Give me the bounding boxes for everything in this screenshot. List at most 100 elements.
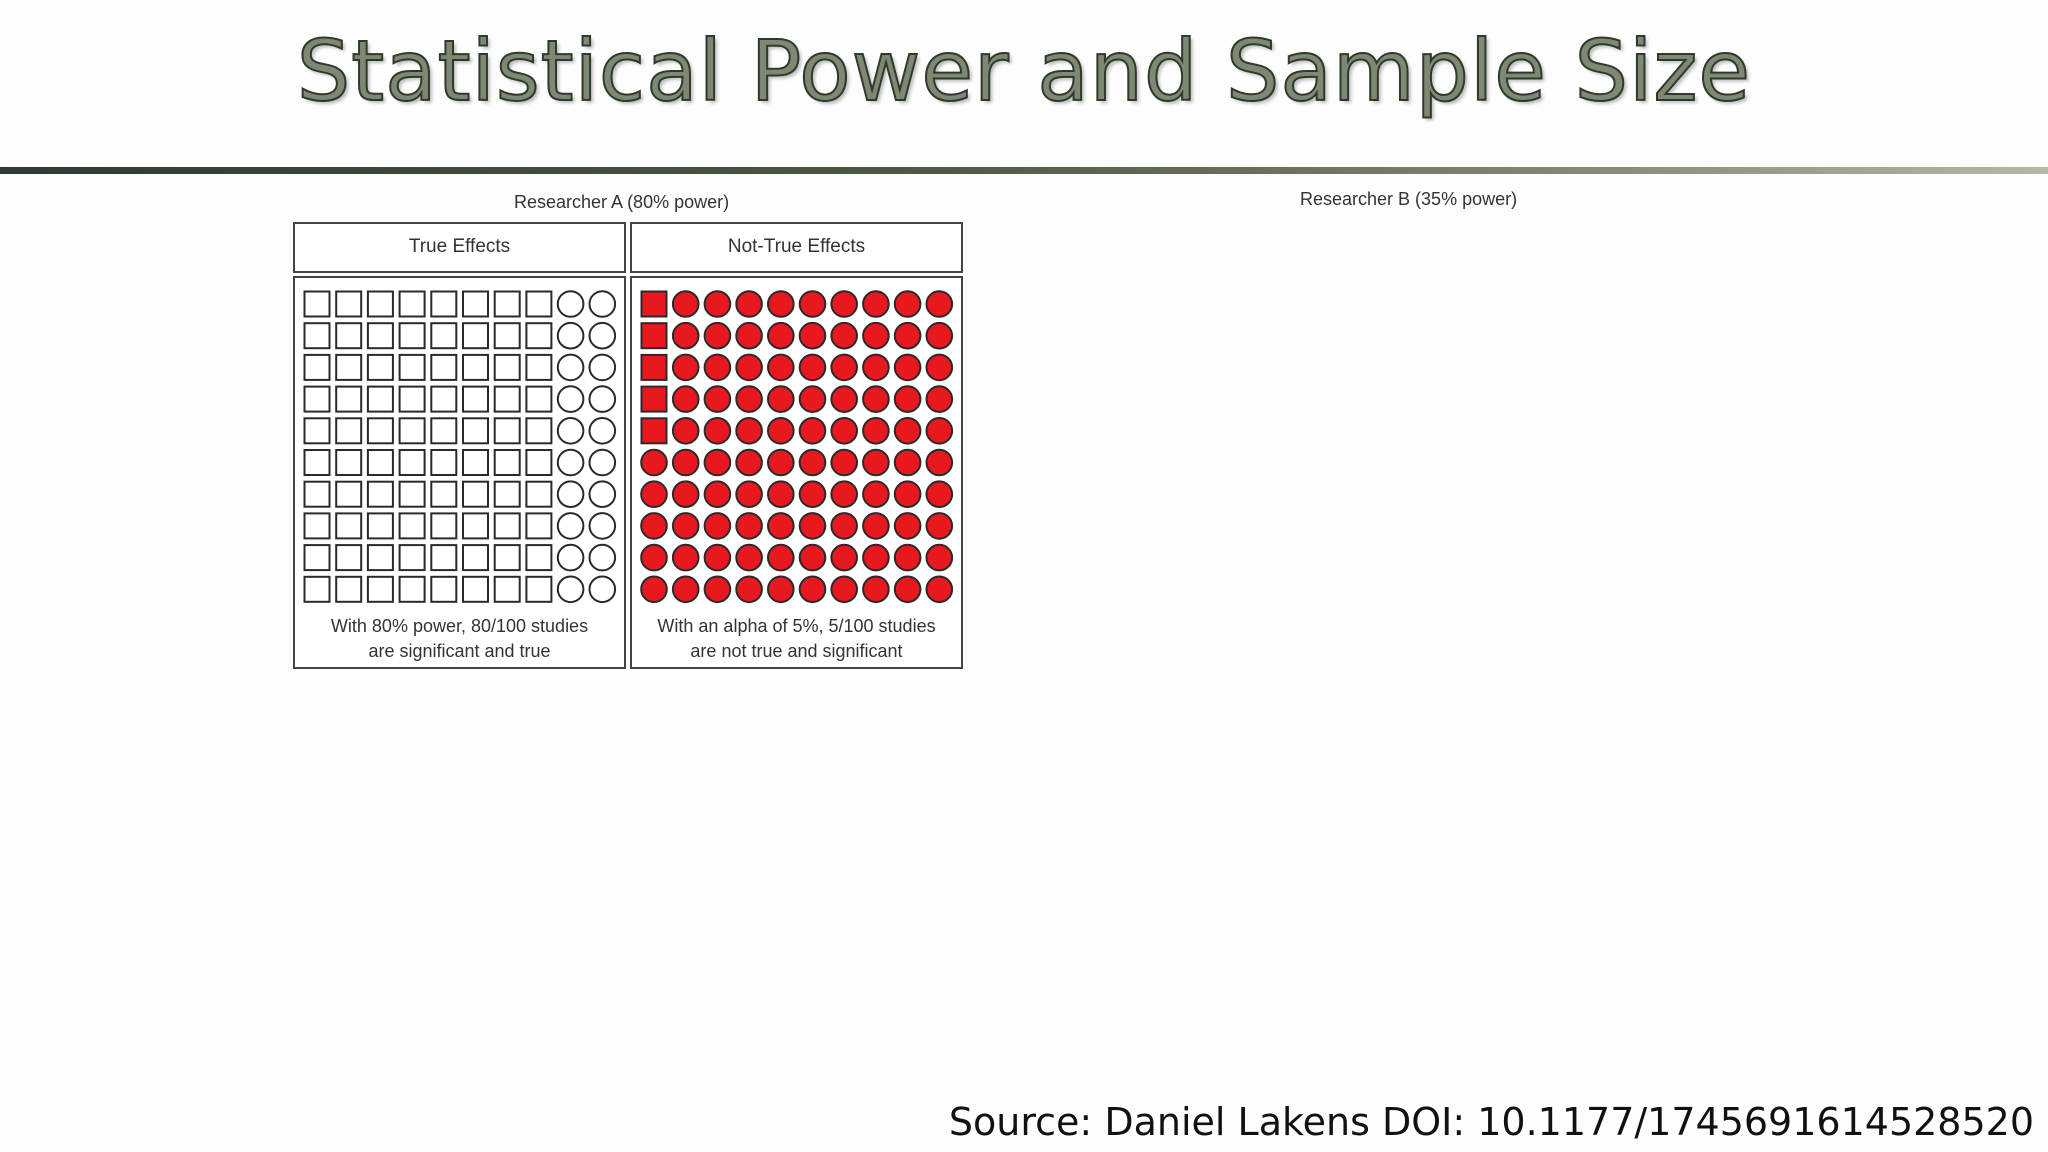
not-true-effect-circle-nonsignificant [798,543,827,572]
true-effect-square-significant [493,449,521,476]
true-effect-square-significant [303,512,331,540]
not-true-effect-circle-nonsignificant [798,575,827,604]
not-true-effect-circle-nonsignificant [735,448,763,477]
not-true-effect-circle-nonsignificant [767,448,795,477]
true-effect-circle-nonsignificant [556,448,585,477]
not-true-effect-circle-nonsignificant [893,480,922,508]
true-effect-circle-nonsignificant [588,512,617,540]
not-true-effect-circle-nonsignificant [798,417,827,445]
true-effect-circle-nonsignificant [556,480,585,508]
not-true-effect-circle-nonsignificant [640,575,668,604]
true-effect-square-significant [366,575,394,603]
true-effect-square-significant [430,322,458,350]
true-effect-square-significant [462,417,489,445]
not-true-effect-circle-nonsignificant [798,385,827,413]
true-effect-circle-nonsignificant [588,417,617,445]
not-true-effect-circle-nonsignificant [862,512,890,540]
true-effect-square-significant [366,385,394,413]
true-effect-circle-nonsignificant [556,353,585,382]
true-effect-circle-nonsignificant [556,417,585,445]
not-true-effect-circle-nonsignificant [671,353,700,382]
not-true-effect-circle-nonsignificant [703,290,732,318]
true-effect-square-significant [462,353,489,381]
not-true-effect-circle-nonsignificant [767,543,795,572]
true-effect-square-significant [493,322,521,350]
not-true-effect-circle-nonsignificant [767,512,795,540]
not-true-effect-circle-nonsignificant [767,480,795,508]
not-true-effect-circle-nonsignificant [735,385,763,413]
true-effect-square-significant [303,575,331,603]
true-effect-square-significant [430,385,458,413]
true-effect-square-significant [366,544,394,572]
not-true-effect-circle-nonsignificant [735,543,763,572]
true-effect-circle-nonsignificant [556,290,585,318]
not-true-effect-circle-nonsignificant [862,321,890,350]
true-effect-square-significant [366,417,394,445]
not-true-effect-circle-nonsignificant [703,353,732,382]
not-true-effect-circle-nonsignificant [893,512,922,540]
true-effect-square-significant [493,290,521,318]
source-citation: Source: Daniel Lakens DOI: 10.1177/17456… [948,1100,2034,1144]
not-true-effect-circle-nonsignificant [798,448,827,477]
true-effect-square-significant [462,449,489,476]
not-true-effect-circle-nonsignificant [703,512,732,540]
not-true-effect-circle-nonsignificant [640,543,668,572]
not-true-effect-circle-nonsignificant [862,417,890,445]
not-true-effect-circle-nonsignificant [671,321,700,350]
not-true-effect-circle-nonsignificant [830,575,858,604]
true-effect-square-significant [493,544,521,572]
true-effect-square-significant [525,480,553,508]
not-true-effects-panel: With an alpha of 5%, 5/100 studies are n… [630,276,963,669]
not-true-effect-circle-nonsignificant [830,385,858,413]
not-true-effect-square-significant [640,353,668,381]
not-true-effect-circle-nonsignificant [893,353,922,382]
not-true-effect-circle-nonsignificant [671,290,700,318]
not-true-effect-circle-nonsignificant [767,575,795,604]
true-effect-square-significant [303,322,331,350]
true-effect-square-significant [398,353,426,381]
true-effect-square-significant [462,290,489,318]
not-true-effect-circle-nonsignificant [640,448,668,477]
true-effect-square-significant [366,480,394,508]
not-true-effect-circle-nonsignificant [925,290,954,318]
not-true-effects-grid [640,290,954,604]
true-effect-circle-nonsignificant [556,575,585,604]
not-true-effect-circle-nonsignificant [798,321,827,350]
not-true-effect-circle-nonsignificant [767,353,795,382]
true-effect-square-significant [462,385,489,413]
not-true-effects-note-line-2: are not true and significant [690,641,903,661]
true-effect-square-significant [398,417,426,445]
true-effect-circle-nonsignificant [588,543,617,572]
not-true-effect-circle-nonsignificant [862,353,890,382]
not-true-effect-circle-nonsignificant [862,290,890,318]
not-true-effect-circle-nonsignificant [830,480,858,508]
not-true-effect-circle-nonsignificant [767,385,795,413]
not-true-effect-circle-nonsignificant [893,290,922,318]
not-true-effect-circle-nonsignificant [703,575,732,604]
not-true-effect-circle-nonsignificant [671,417,700,445]
true-effect-square-significant [462,322,489,350]
true-effect-square-significant [303,417,331,445]
not-true-effect-circle-nonsignificant [735,321,763,350]
not-true-effect-circle-nonsignificant [925,512,954,540]
true-effect-square-significant [430,449,458,476]
true-effect-circle-nonsignificant [556,321,585,350]
not-true-effect-circle-nonsignificant [893,543,922,572]
not-true-effect-circle-nonsignificant [893,448,922,477]
true-effect-square-significant [430,575,458,603]
not-true-effect-circle-nonsignificant [862,385,890,413]
not-true-effect-circle-nonsignificant [671,575,700,604]
true-effect-square-significant [303,353,331,381]
true-effect-square-significant [525,575,553,603]
not-true-effect-circle-nonsignificant [703,480,732,508]
not-true-effect-square-significant [640,322,668,350]
not-true-effect-circle-nonsignificant [735,417,763,445]
true-effect-square-significant [335,290,363,318]
not-true-effect-circle-nonsignificant [735,575,763,604]
true-effect-square-significant [493,385,521,413]
not-true-effect-circle-nonsignificant [735,290,763,318]
not-true-effect-circle-nonsignificant [798,480,827,508]
true-effect-square-significant [430,290,458,318]
not-true-effect-circle-nonsignificant [893,321,922,350]
true-effect-square-significant [398,322,426,350]
